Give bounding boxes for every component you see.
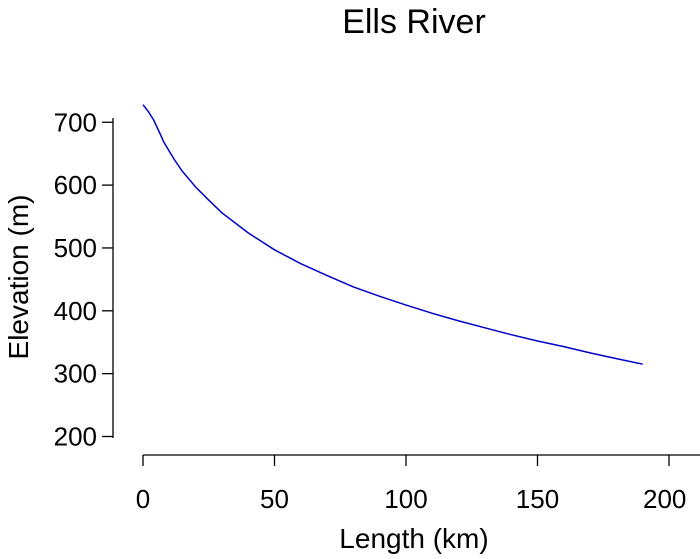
y-axis-label: Elevation (m) (3, 195, 34, 360)
x-axis: 0 50 100 150 200 (136, 454, 700, 514)
y-tick-label: 200 (54, 422, 97, 452)
x-axis-label: Length (km) (339, 523, 488, 554)
y-tick-label: 400 (54, 296, 97, 326)
x-tick-label: 200 (643, 484, 686, 514)
x-tick-label: 50 (260, 484, 289, 514)
chart-title: Ells River (342, 3, 486, 41)
x-tick-label: 150 (516, 484, 559, 514)
series-line-0 (142, 104, 643, 365)
y-tick-label: 700 (54, 107, 97, 137)
y-tick-label: 600 (54, 170, 97, 200)
x-tick-label: 100 (384, 484, 427, 514)
series-group (142, 104, 643, 365)
y-axis: 200 300 400 500 600 700 (54, 107, 114, 452)
y-tick-label: 300 (54, 359, 97, 389)
y-tick-label: 500 (54, 233, 97, 263)
x-tick-label: 0 (136, 484, 150, 514)
